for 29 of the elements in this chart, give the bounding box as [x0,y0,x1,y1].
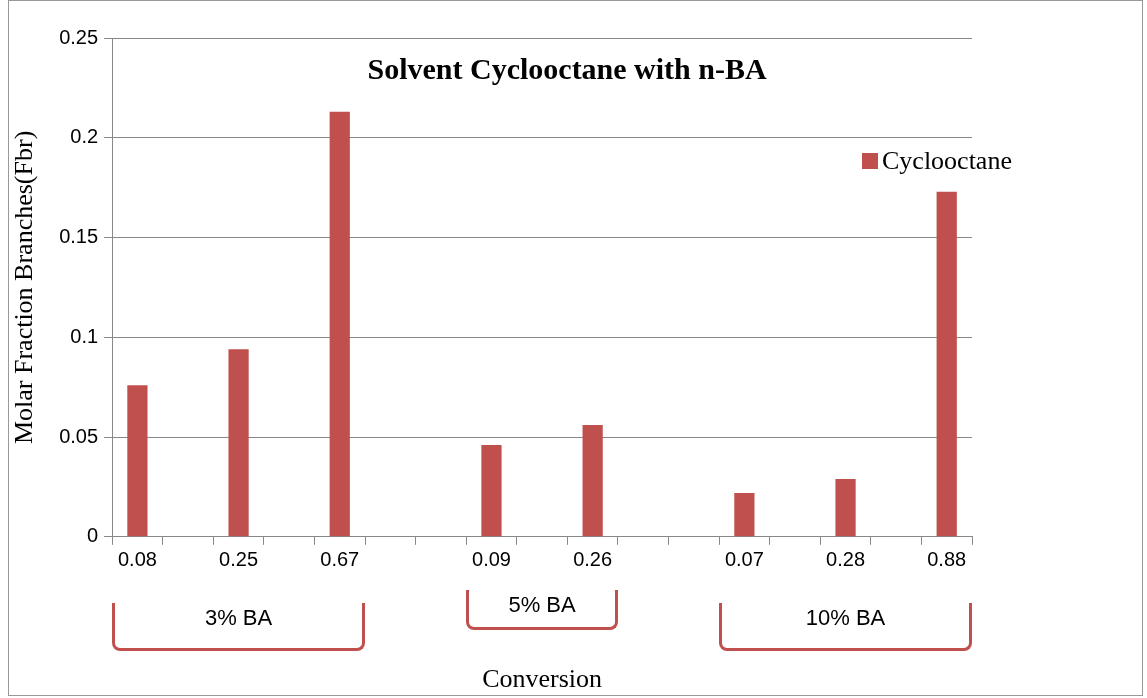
y-tick-label: 0.25 [59,25,99,48]
y-tick-label: 0.2 [70,125,99,148]
bar [481,445,502,537]
bar [582,425,603,537]
y-tick-label: 0.05 [59,424,99,447]
bar [835,478,856,537]
y-tick-label: 0.1 [70,324,99,347]
x-tick-label: 0.67 [320,548,360,571]
x-tick-label: 0.28 [826,548,866,571]
text: Solvent Cyclooctane with n-BA [367,51,767,85]
x-axis-title: Conversion [482,664,603,694]
text: 3% BA [204,605,273,631]
y-tick-label: 0.15 [59,225,99,248]
x-tick-label: 0.07 [724,548,764,571]
bar [936,191,957,537]
bar [127,385,148,537]
y-axis-title: Molar Fraction Branches(Fbr) [9,130,39,445]
x-tick-label: 0.08 [117,548,157,571]
bar [228,349,249,537]
bar [329,111,350,537]
text: 5% BA [508,592,576,618]
x-tick-label: 0.88 [927,548,967,571]
x-tick-label: 0.09 [472,548,511,571]
x-tick-label: 0.25 [219,548,259,571]
x-tick-label: 0.26 [573,548,613,571]
y-tick-label: 0 [87,524,99,547]
legend-label: Cyclooctane [882,145,1012,175]
bar [734,492,755,537]
text: 10% BA [805,605,886,631]
